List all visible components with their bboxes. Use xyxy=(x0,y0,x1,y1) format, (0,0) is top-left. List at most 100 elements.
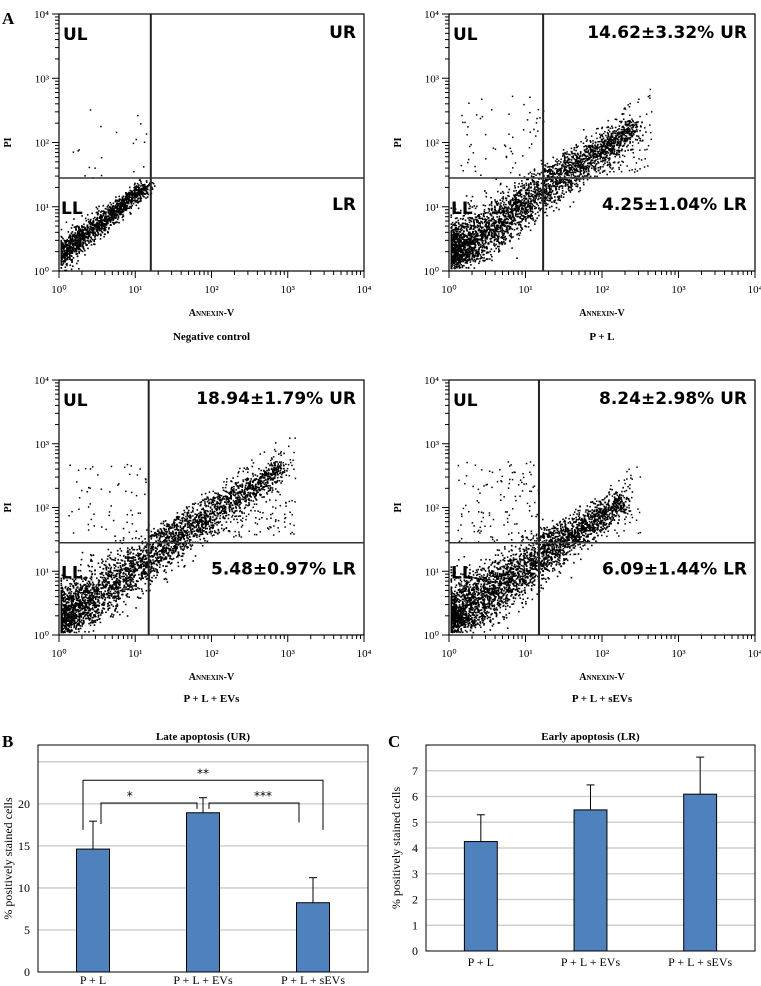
event-dot xyxy=(559,178,561,180)
event-dot xyxy=(132,202,135,205)
event-dot xyxy=(490,219,493,222)
event-dot xyxy=(525,197,528,200)
event-dot xyxy=(128,193,131,195)
event-dot xyxy=(581,175,584,177)
event-dot xyxy=(490,196,492,199)
event-dot xyxy=(649,94,651,97)
event-dot xyxy=(461,224,463,226)
event-dot xyxy=(471,248,473,251)
event-dot xyxy=(477,239,479,241)
event-dot xyxy=(532,196,535,198)
event-dot xyxy=(97,232,99,234)
event-dot xyxy=(75,250,77,253)
event-dot xyxy=(459,241,462,244)
event-dot xyxy=(107,221,109,223)
event-dot xyxy=(497,245,499,248)
event-dot xyxy=(501,200,504,202)
event-dot xyxy=(512,202,515,205)
event-dot xyxy=(461,252,464,254)
event-dot xyxy=(458,257,460,259)
event-dot xyxy=(556,158,558,160)
event-dot xyxy=(623,113,625,115)
event-dot xyxy=(520,204,523,207)
event-dot xyxy=(598,154,601,156)
event-dot xyxy=(579,155,581,157)
event-dot xyxy=(525,198,527,201)
event-dot xyxy=(519,192,521,195)
event-dot xyxy=(629,138,631,141)
event-dot xyxy=(139,192,141,194)
event-dot xyxy=(503,207,506,210)
event-dot xyxy=(69,258,71,260)
event-dot xyxy=(75,245,78,247)
event-dot xyxy=(459,228,462,231)
event-dot xyxy=(603,140,605,143)
event-dot xyxy=(490,248,493,250)
event-dot xyxy=(532,181,534,183)
event-dot xyxy=(551,205,553,208)
event-dot xyxy=(116,207,118,209)
event-dot xyxy=(624,130,627,132)
event-dot xyxy=(610,149,612,151)
event-dot xyxy=(587,151,589,153)
event-dot xyxy=(571,153,573,155)
event-dot xyxy=(87,240,90,242)
event-dot xyxy=(620,136,622,138)
event-dot xyxy=(603,149,605,151)
event-dot xyxy=(558,195,560,198)
event-dot xyxy=(560,185,563,187)
event-dot xyxy=(591,150,594,152)
event-dot xyxy=(586,173,589,175)
event-dot xyxy=(82,231,84,233)
event-dot xyxy=(609,171,611,173)
event-dot xyxy=(478,242,481,245)
event-dot xyxy=(453,257,456,260)
event-dot xyxy=(468,254,470,256)
event-dot xyxy=(617,142,620,145)
event-dot xyxy=(538,195,540,198)
event-dot xyxy=(66,244,69,246)
event-dot xyxy=(527,226,530,228)
event-dot xyxy=(552,174,554,176)
event-dot xyxy=(96,213,99,215)
event-dot xyxy=(567,188,570,190)
event-dot xyxy=(632,123,635,126)
event-dot xyxy=(564,165,567,168)
event-dot xyxy=(132,196,134,199)
event-dot xyxy=(571,188,574,191)
event-dot xyxy=(524,196,526,198)
event-dot xyxy=(69,241,71,244)
event-dot xyxy=(101,221,104,224)
event-dot xyxy=(126,201,128,203)
event-dot xyxy=(612,130,614,133)
event-dot xyxy=(137,207,140,210)
event-dot xyxy=(465,255,468,258)
event-dot xyxy=(529,229,532,232)
event-dot xyxy=(592,140,594,142)
event-dot xyxy=(457,243,460,245)
event-dot xyxy=(460,254,463,257)
event-dot xyxy=(623,140,625,143)
event-dot xyxy=(105,216,107,219)
event-dot xyxy=(580,140,582,143)
event-dot xyxy=(575,182,578,185)
event-dot xyxy=(588,153,590,155)
event-dot xyxy=(490,201,493,203)
event-dot xyxy=(509,222,512,225)
event-dot xyxy=(534,207,536,210)
event-dot xyxy=(622,133,625,136)
event-dot xyxy=(92,234,95,237)
event-dot xyxy=(472,253,475,255)
event-dot xyxy=(457,219,459,222)
event-dot xyxy=(520,210,522,212)
event-dot xyxy=(552,181,555,184)
event-dot xyxy=(140,187,143,190)
event-dot xyxy=(645,113,648,115)
event-dot xyxy=(508,203,511,206)
event-dot xyxy=(626,145,628,148)
event-dot xyxy=(108,206,111,208)
event-dot xyxy=(61,244,63,246)
event-dot xyxy=(461,248,463,251)
event-dot xyxy=(139,198,142,201)
event-dot xyxy=(133,192,136,195)
